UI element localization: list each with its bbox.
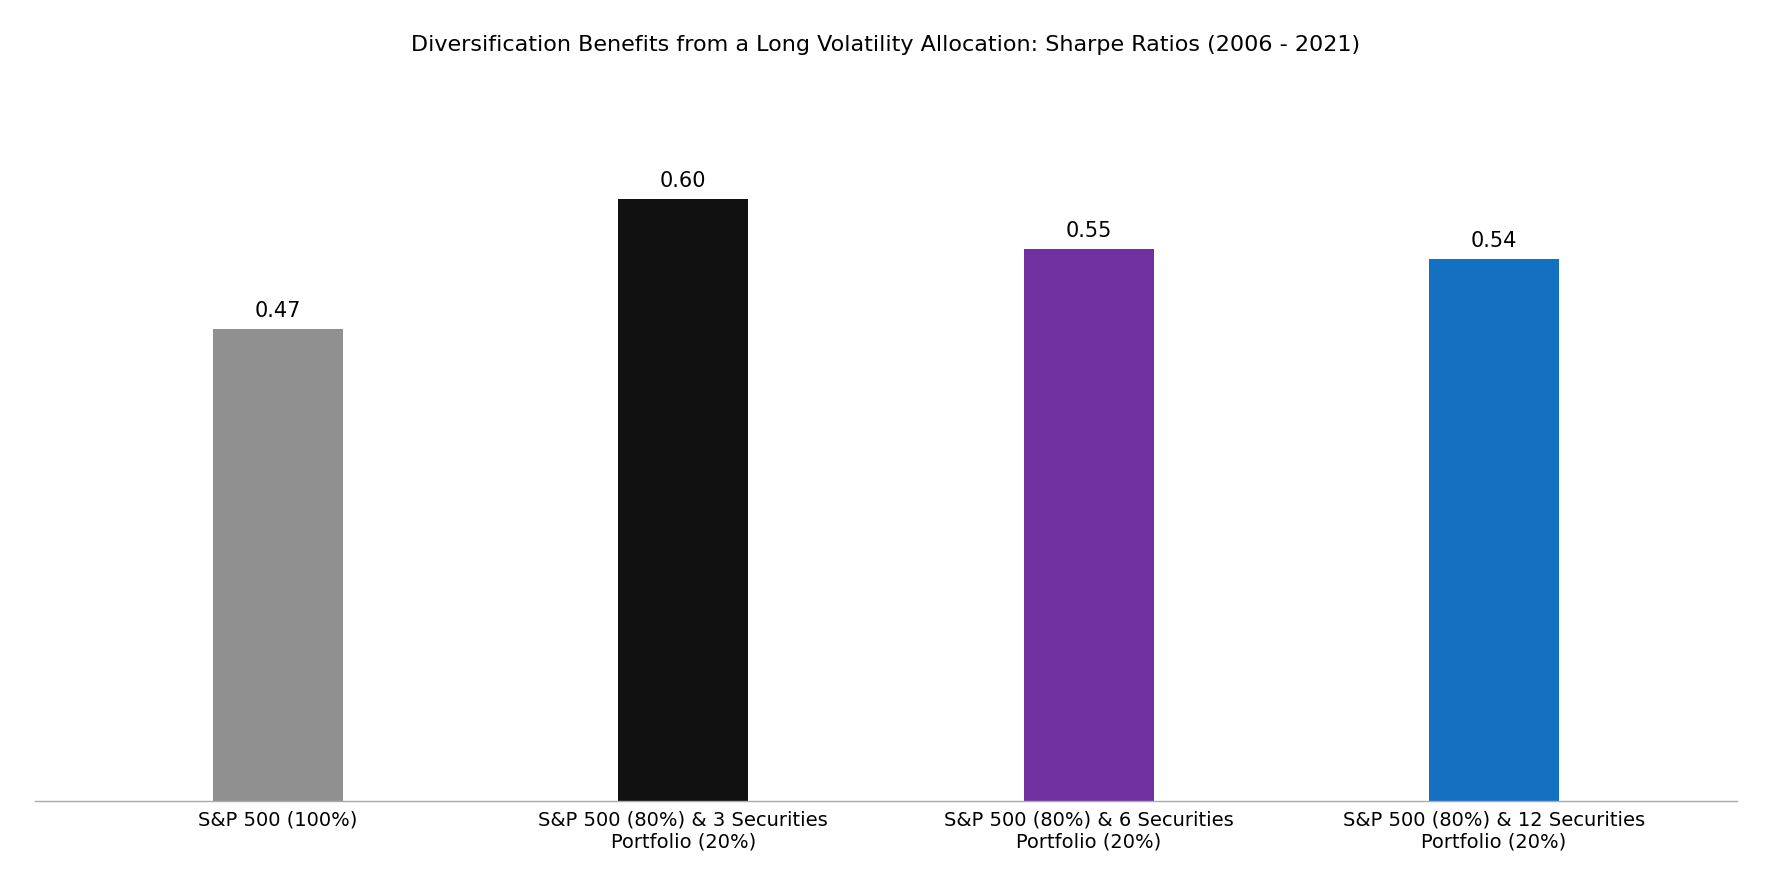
Bar [213, 330, 342, 801]
Text: 0.60: 0.60 [659, 171, 707, 190]
Text: 0.54: 0.54 [1471, 231, 1517, 251]
Text: 0.47: 0.47 [255, 301, 301, 322]
Title: Diversification Benefits from a Long Volatility Allocation: Sharpe Ratios (2006 : Diversification Benefits from a Long Vol… [411, 35, 1361, 55]
Bar [618, 198, 748, 801]
Bar [1430, 259, 1559, 801]
Text: 0.55: 0.55 [1065, 221, 1111, 241]
Bar [1024, 249, 1154, 801]
